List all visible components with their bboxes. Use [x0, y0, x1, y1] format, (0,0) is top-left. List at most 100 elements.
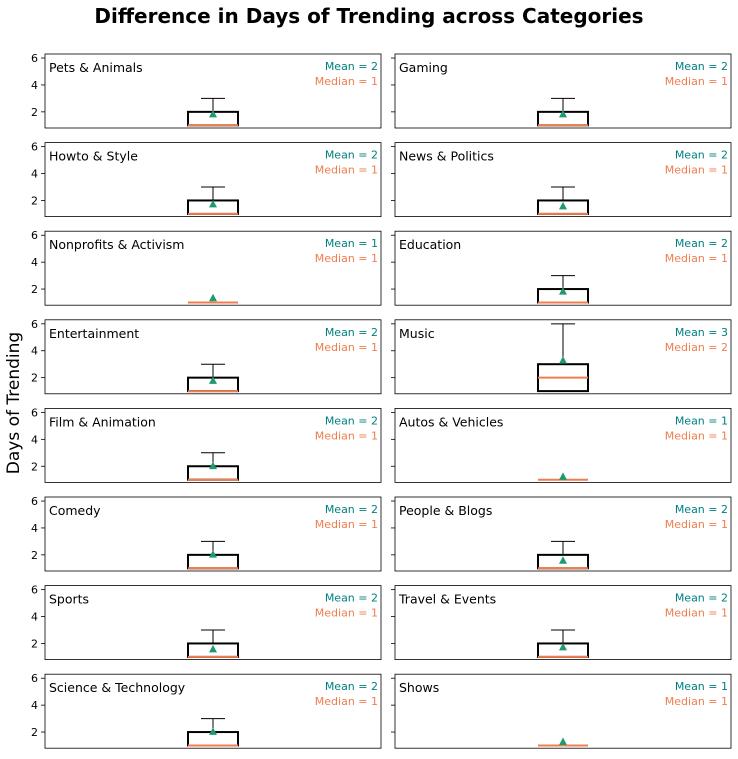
panel-howto-style: 2 4 6 Howto & Style Mean = 2 Median = 1: [31, 141, 382, 218]
panel-travel-events: Travel & Events Mean = 2 Median = 1: [391, 585, 732, 660]
mean-annotation: Mean = 2: [325, 680, 378, 693]
category-label: Film & Animation: [49, 414, 156, 429]
panel-entertainment: 2 4 6 Entertainment Mean = 2 Median = 1: [31, 318, 382, 395]
median-annotation: Median = 1: [315, 252, 378, 265]
mean-annotation: Mean = 2: [675, 503, 728, 516]
panel-education: Education Mean = 2 Median = 1: [391, 230, 732, 306]
axes-frame: [394, 496, 732, 572]
axes-frame: [394, 319, 732, 395]
y-tick-label: 6: [31, 672, 38, 685]
axes-frame: [44, 496, 382, 572]
category-label: Howto & Style: [49, 149, 138, 164]
mean-marker: [559, 109, 567, 118]
category-label: Shows: [399, 680, 439, 695]
axes-frame: [394, 142, 732, 218]
y-tick-label: 6: [31, 52, 38, 65]
panel-music: Music Mean = 3 Median = 2: [391, 319, 732, 395]
y-tick-label: 6: [31, 141, 38, 154]
y-tick-label: 2: [31, 106, 38, 119]
category-label: Sports: [49, 592, 89, 607]
mean-marker: [559, 201, 567, 210]
median-annotation: Median = 1: [665, 518, 728, 531]
axes-frame: [44, 585, 382, 660]
y-tick-label: 6: [31, 406, 38, 419]
y-tick-label: 4: [31, 611, 38, 624]
median-annotation: Median = 2: [665, 341, 728, 354]
category-label: Education: [399, 237, 461, 252]
mean-annotation: Mean = 1: [675, 680, 728, 693]
y-tick-label: 6: [31, 229, 38, 242]
mean-marker: [209, 727, 217, 735]
median-annotation: Median = 1: [315, 607, 378, 620]
y-tick-label: 6: [31, 495, 38, 508]
mean-annotation: Mean = 2: [325, 503, 378, 516]
y-tick-label: 4: [31, 699, 38, 712]
y-tick-label: 2: [31, 726, 38, 739]
mean-marker: [559, 642, 567, 651]
y-tick-label: 4: [31, 79, 38, 92]
category-label: People & Blogs: [399, 503, 492, 518]
mean-marker: [559, 737, 567, 745]
mean-annotation: Mean = 2: [325, 60, 378, 73]
mean-marker: [559, 556, 567, 564]
mean-annotation: Mean = 1: [675, 414, 728, 427]
category-label: Autos & Vehicles: [399, 414, 503, 429]
mean-marker: [559, 356, 567, 364]
category-label: Science & Technology: [49, 680, 186, 695]
y-tick-label: 4: [31, 168, 38, 181]
category-label: Nonprofits & Activism: [49, 237, 185, 252]
panel-sports: 2 4 6 Sports Mean = 2 Median = 1: [31, 584, 382, 660]
mean-annotation: Mean = 2: [675, 60, 728, 73]
median-annotation: Median = 1: [315, 75, 378, 88]
axes-frame: [44, 319, 382, 395]
mean-marker: [209, 109, 217, 118]
mean-marker: [209, 293, 217, 302]
y-tick-label: 6: [31, 584, 38, 597]
mean-annotation: Mean = 1: [325, 237, 378, 250]
panel-pets-animals: 2 4 6 Pets & Animals Mean = 2 Median = 1: [31, 52, 382, 129]
y-tick-label: 2: [31, 372, 38, 385]
mean-marker: [559, 287, 567, 295]
median-annotation: Median = 1: [315, 164, 378, 177]
y-tick-label: 2: [31, 460, 38, 473]
mean-annotation: Mean = 2: [325, 149, 378, 162]
mean-annotation: Mean = 2: [675, 592, 728, 605]
axes-frame: [44, 142, 382, 218]
median-annotation: Median = 1: [665, 75, 728, 88]
mean-marker: [209, 461, 217, 470]
y-tick-label: 2: [31, 549, 38, 562]
axes-frame: [394, 230, 732, 306]
median-annotation: Median = 1: [665, 607, 728, 620]
median-annotation: Median = 1: [315, 429, 378, 442]
mean-annotation: Mean = 2: [325, 326, 378, 339]
median-annotation: Median = 1: [665, 252, 728, 265]
panel-nonprofits-activism: 2 4 6 Nonprofits & Activism Mean = 1 Median =…: [31, 229, 382, 306]
category-label: Music: [399, 326, 435, 341]
axes-frame: [44, 407, 382, 483]
category-label: News & Politics: [399, 149, 494, 164]
y-tick-label: 2: [31, 194, 38, 207]
category-label: Entertainment: [49, 326, 139, 341]
panel-science-technology: 2 4 6 Science & Technology Mean = 2 Median = …: [31, 672, 382, 749]
category-label: Travel & Events: [398, 592, 496, 607]
y-tick-label: 4: [31, 345, 38, 358]
y-tick-label: 2: [31, 283, 38, 296]
mean-annotation: Mean = 3: [675, 326, 728, 339]
median-annotation: Median = 1: [315, 518, 378, 531]
axes-frame: [394, 53, 732, 129]
panel-gaming: Gaming Mean = 2 Median = 1: [391, 53, 732, 129]
mean-marker: [209, 644, 217, 653]
panel-film-animation: 2 4 6 Film & Animation Mean = 2 Median = 1: [31, 406, 382, 483]
mean-annotation: Mean = 2: [325, 414, 378, 427]
median-annotation: Median = 1: [665, 695, 728, 708]
panel-shows: Shows Mean = 1 Median = 1: [391, 673, 732, 749]
axes-frame: [394, 673, 732, 749]
panel-comedy: 2 4 6 Comedy Mean = 2 Median = 1: [31, 495, 382, 572]
y-tick-label: 4: [31, 433, 38, 446]
axes-frame: [394, 585, 732, 660]
median-annotation: Median = 1: [665, 164, 728, 177]
median-annotation: Median = 1: [315, 341, 378, 354]
mean-marker: [559, 472, 567, 480]
axes-frame: [394, 407, 732, 483]
category-label: Pets & Animals: [49, 60, 143, 75]
